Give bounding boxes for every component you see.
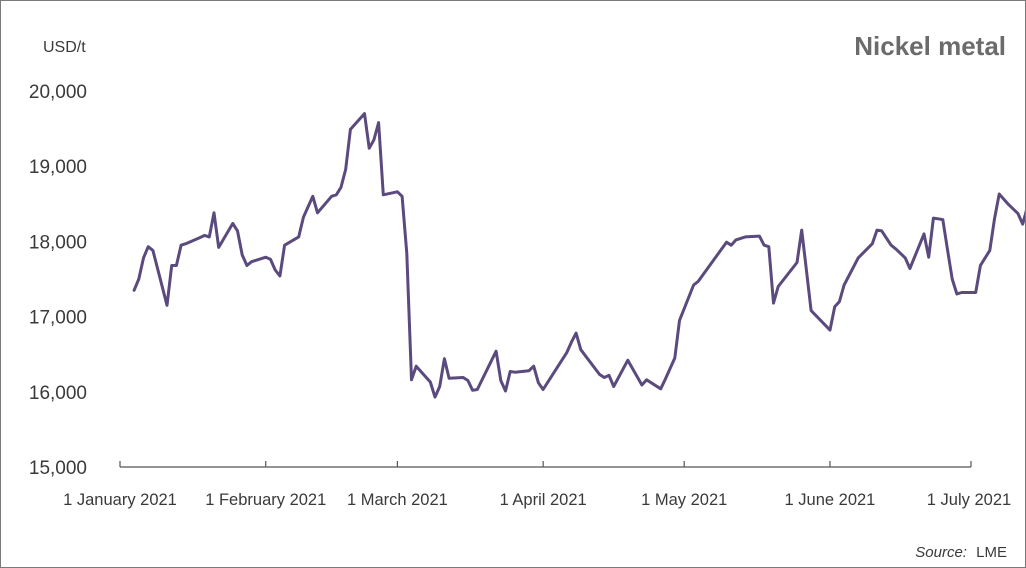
x-axis-ticks: 1 January 2021 1 February 2021 1 March 202… [63,461,1011,509]
y-axis-unit-label: USD/t [43,39,86,56]
y-tick-label: 19,000 [29,157,87,178]
y-tick-label: 16,000 [29,383,87,404]
y-axis-ticks: 20,000 19,000 18,000 17,000 16,000 15,000 [29,82,87,479]
x-tick-label: 1 July 2021 [927,491,1011,509]
x-tick-label: 1 March 2021 [347,491,448,509]
x-tick-label: 1 January 2021 [63,491,177,509]
y-tick-label: 15,000 [29,458,87,479]
source-label: Source: [915,544,967,561]
x-tick-label: 1 June 2021 [785,491,876,509]
x-tick-label: 1 May 2021 [641,491,727,509]
source-value: LME [976,544,1007,561]
y-tick-label: 17,000 [29,308,87,329]
y-tick-label: 18,000 [29,232,87,253]
x-tick-label: 1 February 2021 [205,491,326,509]
y-tick-label: 20,000 [29,82,87,103]
x-tick-label: 1 April 2021 [500,491,587,509]
source-note: Source: LME [915,544,1007,561]
chart-title: Nickel metal [854,31,1006,61]
price-series-line [132,112,1025,399]
